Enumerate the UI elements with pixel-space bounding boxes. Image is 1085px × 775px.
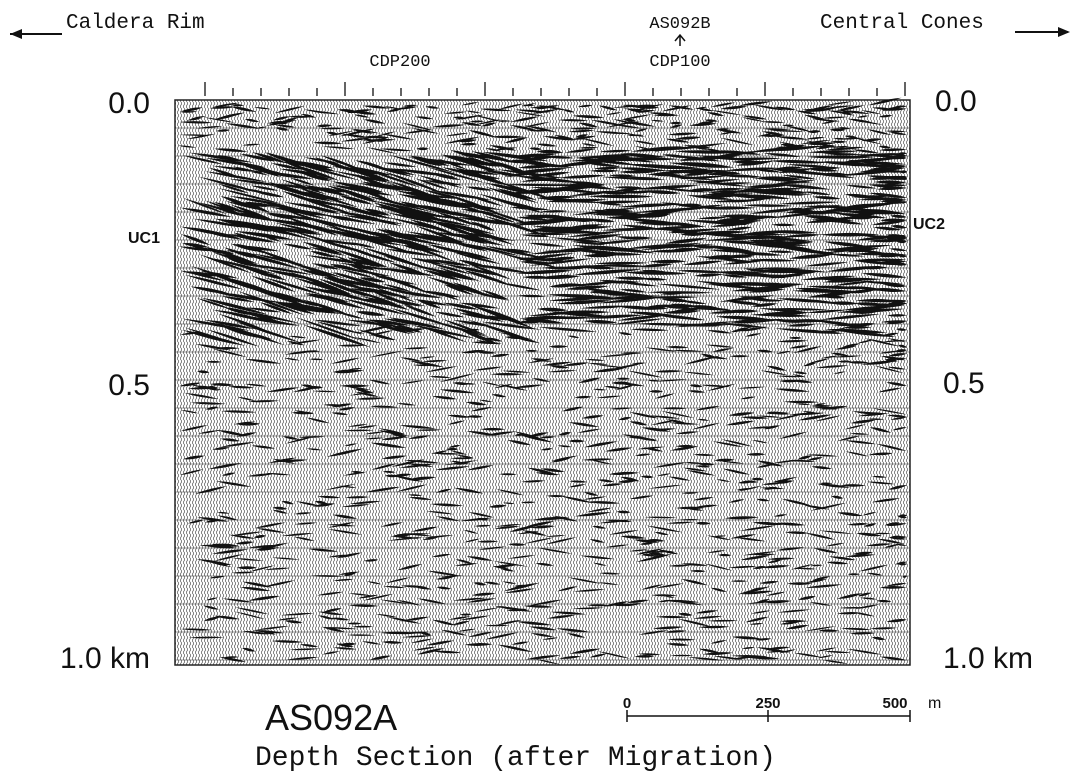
depth-label: 0.5 — [943, 367, 985, 400]
scale-label: 0 — [623, 695, 631, 712]
depth-label: 0.0 — [935, 85, 977, 118]
horizon-label: UC2 — [913, 216, 945, 233]
scale-label: 250 — [755, 695, 780, 712]
depth-label: 0.5 — [108, 369, 150, 402]
arrow-head — [1058, 27, 1070, 37]
scale-unit: m — [928, 695, 941, 712]
horizon-label: UC1 — [128, 230, 160, 247]
arrow-head — [10, 29, 22, 39]
seismic-reflections — [178, 97, 907, 665]
scale-ticks — [626, 710, 911, 722]
well-label: AS092B — [649, 15, 710, 34]
cdp-label: CDP100 — [649, 53, 710, 72]
depth-label: 1.0 km — [60, 642, 150, 675]
central-cones-label: Central Cones — [820, 12, 984, 35]
scale-label: 500 — [882, 695, 907, 712]
section-title: AS092A — [265, 697, 397, 738]
well-arrow — [674, 33, 686, 46]
cdp-label: CDP200 — [369, 53, 430, 72]
caldera-rim-label: Caldera Rim — [66, 12, 205, 35]
depth-label: 1.0 km — [943, 642, 1033, 675]
depth-label: 0.0 — [108, 87, 150, 120]
section-subtitle: Depth Section (after Migration) — [255, 743, 776, 774]
cdp-ticks — [204, 82, 906, 96]
